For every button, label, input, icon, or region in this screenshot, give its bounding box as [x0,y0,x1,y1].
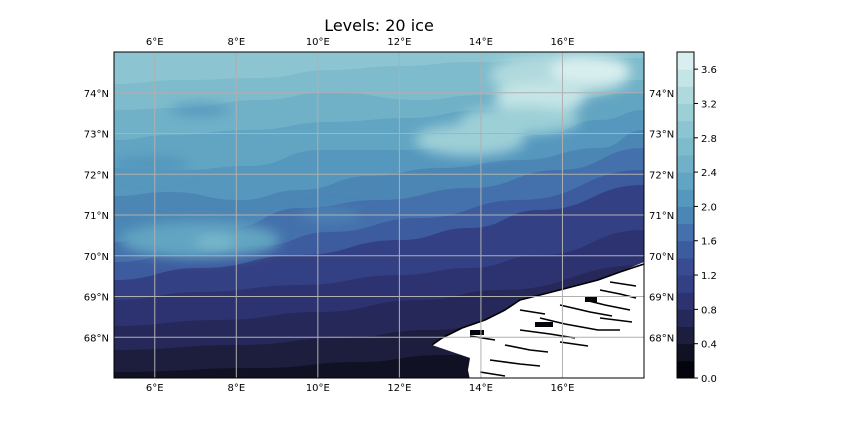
colorbar-cell [677,120,694,139]
longitude-label-bottom: 14°E [469,383,493,394]
map-gridlines [114,52,644,378]
latitude-label-left: 70°N [84,252,109,263]
contour-patch [415,124,525,156]
colorbar-cell [677,137,694,156]
colorbar-cell [677,240,694,259]
contour-patch [114,155,190,175]
longitude-label-top: 10°E [306,37,330,48]
latitude-ticks-left: 68°N 69°N 70°N 71°N 72°N 73°N 74°N [84,89,109,345]
latitude-label-right: 68°N [649,333,674,344]
map-frame [113,51,645,379]
colorbar-tick-label: 2.0 [701,202,717,213]
colorbar-cell [677,326,694,345]
colorbar-tick-label: 3.6 [701,65,717,76]
colorbar-tick-label: 3.2 [701,99,717,110]
latitude-label-right: 71°N [649,211,674,222]
colorbar-cell [677,86,694,104]
colorbar-cell [677,343,694,362]
coastline [609,281,637,287]
colorbar-cell [677,275,694,293]
colorbar-cell [677,52,694,70]
coastline [559,304,613,317]
longitude-label-bottom: 16°E [550,383,574,394]
coastline [469,335,496,341]
colorbar-cell [677,206,694,225]
contour-patch [170,104,230,116]
longitude-ticks-top: 6°E 8°E 10°E 12°E 14°E 16°E [146,37,575,48]
colorbar-tick-label: 0.0 [701,374,717,385]
longitude-label-bottom: 12°E [387,383,411,394]
colorbar-cell [677,103,694,122]
latitude-label-left: 69°N [84,293,109,304]
colorbar-cell [677,257,694,276]
longitude-label-top: 6°E [146,37,164,48]
coastline [479,371,506,377]
coastline [559,341,589,347]
coastline [431,263,644,346]
latitude-label-left: 73°N [84,130,109,141]
colorbar-cell [677,223,694,242]
colorbar-ticks: 0.0 0.4 0.8 1.2 1.6 2.0 2.4 2.8 3.2 3.6 [694,65,717,385]
land-coastline [431,262,644,378]
longitude-ticks-bottom: 6°E 8°E 10°E 12°E 14°E 16°E [146,383,575,394]
colorbar-cell [677,292,694,310]
coastal-cell [535,322,553,327]
longitude-label-bottom: 10°E [306,383,330,394]
colorbar-frame [676,51,695,379]
contour-patch [550,56,630,84]
longitude-label-top: 16°E [550,37,574,48]
colorbar-cell [677,154,694,173]
colorbar-tick-label: 1.6 [701,237,717,248]
latitude-label-right: 73°N [649,130,674,141]
latitude-label-right: 69°N [649,293,674,304]
contour-patch [195,236,235,248]
coastal-cell [585,296,597,302]
colorbar-cell [677,309,694,328]
colorbar-cell [677,360,694,379]
colorbar-cell [677,69,694,87]
colorbar-tick-label: 0.4 [701,340,717,351]
latitude-label-right: 70°N [649,252,674,263]
coastline [599,317,633,323]
land-mass [432,262,644,378]
latitude-label-left: 74°N [84,89,109,100]
colorbar-cell [677,172,694,190]
longitude-label-top: 14°E [469,37,493,48]
latitude-label-left: 71°N [84,211,109,222]
latitude-ticks-right: 68°N 69°N 70°N 71°N 72°N 73°N 74°N [649,89,674,345]
colorbar-cells [677,52,694,379]
longitude-label-top: 12°E [387,37,411,48]
coastline [504,344,549,353]
colorbar-tick-label: 0.8 [701,305,717,316]
latitude-label-right: 72°N [649,170,674,181]
coastal-cell [470,330,484,335]
colorbar: 0.0 0.4 0.8 1.2 1.6 2.0 2.4 2.8 3.2 3.6 [676,51,717,385]
coastline [489,359,541,367]
longitude-label-bottom: 6°E [146,383,164,394]
colorbar-tick-label: 2.8 [701,134,717,145]
map-area [114,52,644,378]
latitude-label-left: 72°N [84,170,109,181]
coastline [519,309,546,315]
coastline [539,317,620,331]
longitude-label-bottom: 8°E [227,383,245,394]
latitude-label-right: 74°N [649,89,674,100]
colorbar-cell [677,189,694,207]
latitude-label-left: 68°N [84,333,109,344]
longitude-label-top: 8°E [227,37,245,48]
coastline [519,329,576,339]
colorbar-tick-label: 2.4 [701,168,717,179]
map-title: Levels: 20 ice [324,16,434,35]
colorbar-tick-label: 1.2 [701,271,717,282]
